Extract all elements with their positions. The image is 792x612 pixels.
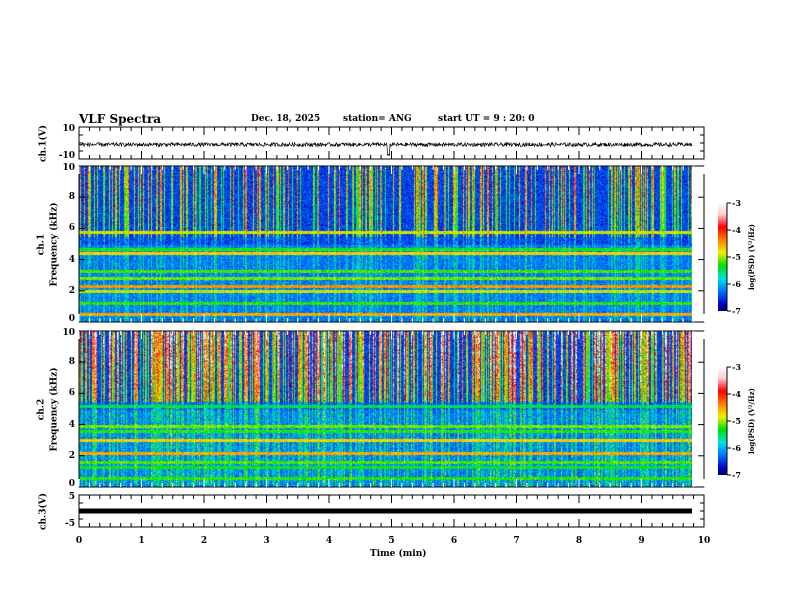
ch2-spectrogram xyxy=(79,331,692,487)
y-axis-label-channel: ch.1 xyxy=(36,233,47,256)
x-axis-label: Time (min) xyxy=(370,549,427,559)
colorbar-label: log(PSD) (V²/Hz) xyxy=(747,224,756,290)
y-tick-label: 2 xyxy=(68,450,75,461)
x-tick-label: 3 xyxy=(263,536,270,546)
ch3-waveform xyxy=(79,508,692,514)
chart-title: VLF Spectra xyxy=(79,112,162,126)
y-tick-label: 2 xyxy=(68,285,75,296)
y-tick-label: 8 xyxy=(68,357,75,368)
colorbar-ch1 xyxy=(718,203,727,311)
y-tick-label: 6 xyxy=(68,223,75,234)
colorbar-tick-label: -4 xyxy=(732,225,741,235)
y-tick-label: 0 xyxy=(68,314,75,324)
colorbar-tick-label: -7 xyxy=(732,470,741,480)
x-tick-label: 2 xyxy=(200,536,208,546)
colorbar-tick-label: -3 xyxy=(732,198,741,208)
panel-frame-ch1-spec xyxy=(78,165,705,323)
x-tick-label: 6 xyxy=(450,536,458,546)
x-tick-label: 10 xyxy=(697,536,711,546)
y-axis-label-ch1-wave: ch.1(V) xyxy=(38,125,49,162)
y-axis-label-frequency: Frequency (kHz) xyxy=(49,367,60,452)
y-tick-label: 5 xyxy=(68,492,75,502)
colorbar-tick-label: -5 xyxy=(732,416,741,426)
x-tick-label: 0 xyxy=(75,536,83,546)
colorbar-tick-label: -4 xyxy=(732,389,741,399)
start-time-label: start UT = 9 : 20: 0 xyxy=(438,114,535,124)
y-tick-label: 10 xyxy=(62,328,75,338)
x-tick-label: 4 xyxy=(325,536,333,546)
colorbar-tick-label: -6 xyxy=(732,279,741,289)
ch1-spectrogram xyxy=(79,166,692,322)
date-label: Dec. 18, 2025 xyxy=(251,114,321,124)
colorbar-tick-label: -6 xyxy=(732,443,741,453)
y-tick-label: 4 xyxy=(68,419,75,430)
x-tick-label: 1 xyxy=(138,536,145,546)
x-tick-label: 5 xyxy=(388,536,395,546)
colorbar-tick-label: -5 xyxy=(732,252,741,262)
y-axis-label-ch3-wave: ch.3(V) xyxy=(38,493,49,530)
y-axis-label-frequency: Frequency (kHz) xyxy=(49,202,60,287)
y-tick-label: 0 xyxy=(68,479,75,489)
colorbar-tick-label: -7 xyxy=(732,306,741,316)
y-tick-label: -5 xyxy=(65,519,75,529)
y-tick-label: 4 xyxy=(68,254,75,265)
x-tick-label: 8 xyxy=(575,536,583,546)
colorbar-label: log(PSD) (V²/Hz) xyxy=(747,388,756,454)
y-tick-label: 10 xyxy=(62,124,75,134)
y-tick-label: -10 xyxy=(58,151,75,161)
y-tick-label: 10 xyxy=(62,163,75,173)
colorbar-ch2 xyxy=(718,367,727,475)
y-tick-label: 6 xyxy=(68,388,75,399)
colorbar-tick-label: -3 xyxy=(732,362,741,372)
y-tick-label: 8 xyxy=(68,192,75,203)
ch1-waveform xyxy=(78,141,693,157)
panel-frame-ch2-spec xyxy=(78,330,705,488)
x-tick-label: 9 xyxy=(638,536,645,546)
station-label: station= ANG xyxy=(343,114,412,124)
x-tick-label: 7 xyxy=(513,536,520,546)
y-axis-label-channel: ch.2 xyxy=(36,398,47,421)
